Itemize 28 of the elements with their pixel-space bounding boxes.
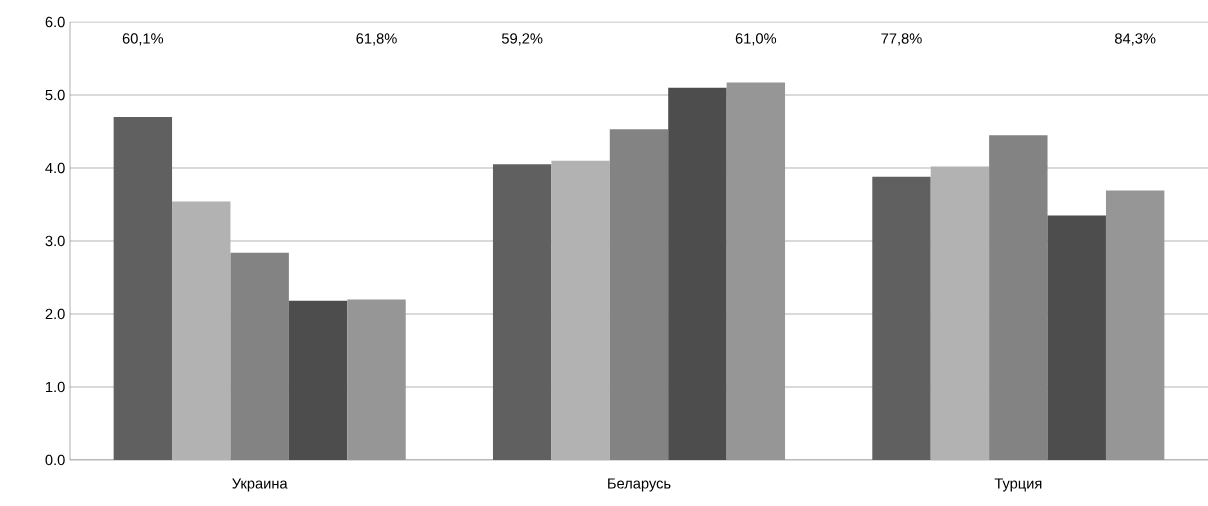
annotation: 60,1%: [122, 33, 164, 46]
bar: [1047, 215, 1106, 460]
x-tick-label: Беларусь: [608, 478, 671, 492]
bar: [347, 299, 406, 460]
annotation: 77,8%: [881, 33, 922, 46]
bar: [930, 166, 990, 460]
bar: [989, 135, 1048, 460]
y-tick-label: 5.0: [45, 89, 65, 101]
bar: [668, 87, 727, 460]
y-tick-label: 3.0: [45, 235, 65, 247]
y-tick-label: 6.0: [45, 16, 65, 28]
bar: [551, 160, 610, 460]
bar: [288, 300, 348, 460]
x-tick-label: Турция: [994, 478, 1042, 492]
bar: [1105, 190, 1165, 460]
annotation: 61,0%: [735, 33, 777, 46]
x-tick-label: Украина: [232, 478, 288, 492]
y-tick-label: 4.0: [45, 162, 65, 174]
annotation: 61,8%: [356, 33, 397, 46]
annotation: 84,3%: [1115, 33, 1156, 46]
bar: [172, 201, 231, 460]
bar: [726, 82, 786, 460]
y-tick-label: 2.0: [45, 308, 65, 320]
annotation: 59,2%: [501, 33, 543, 46]
y-tick-label: 0.0: [45, 454, 65, 466]
bar: [609, 129, 669, 460]
y-tick-label: 1.0: [46, 381, 65, 393]
bar: [230, 252, 289, 460]
